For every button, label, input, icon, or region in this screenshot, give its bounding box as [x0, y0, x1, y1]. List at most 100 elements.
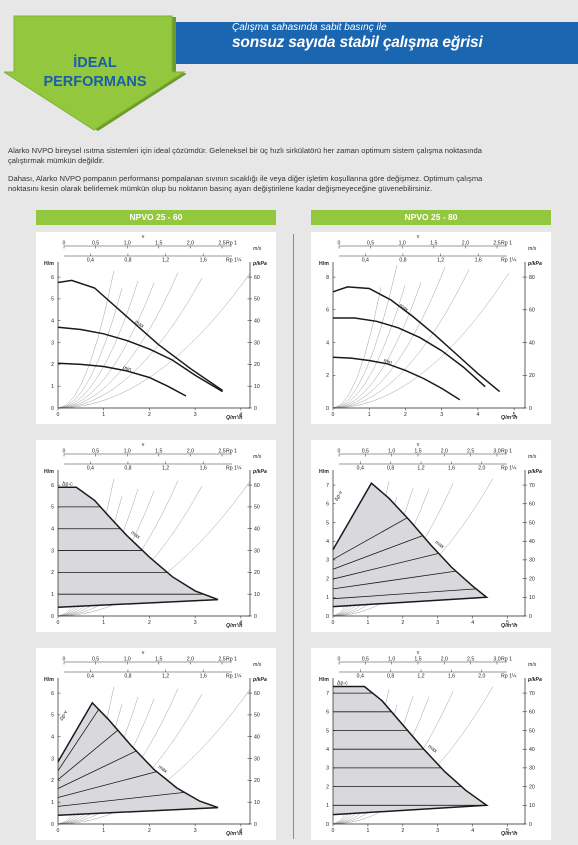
v2-tick-label: 1,6 — [200, 674, 207, 680]
arrow-line-1: İDEAL — [73, 55, 117, 71]
y2-label: p/kPa — [252, 469, 267, 475]
y-tick-label: 5 — [326, 728, 329, 734]
rp-top-label: Rp 1 — [226, 449, 237, 455]
v2-tick-label: 1,2 — [162, 674, 169, 680]
system-curve — [57, 273, 251, 409]
curve-label-max: max — [398, 303, 410, 314]
v2-tick-label: 0,4 — [357, 674, 364, 680]
pressure-level-line — [332, 570, 456, 590]
x-label: Q/m³/h — [226, 623, 242, 629]
v-unit: m/s — [253, 246, 262, 252]
system-curve — [332, 269, 470, 409]
curve-label-min: min — [383, 358, 393, 366]
system-curve — [57, 278, 203, 409]
x-tick-label: 4 — [471, 620, 474, 626]
curve-label-max: max — [129, 530, 141, 541]
envelope-curve — [332, 685, 489, 816]
envelope-curve — [57, 701, 219, 817]
y-tick-label: 6 — [326, 710, 329, 716]
y2-tick-label: 60 — [529, 308, 535, 314]
x-tick-label: 4 — [476, 412, 479, 418]
v-tick-label: 2,0 — [441, 657, 448, 663]
y-tick-label: 7 — [326, 483, 329, 489]
y-tick-label: 0 — [326, 822, 329, 828]
v-tick-label: 1,5 — [155, 449, 162, 455]
y2-tick-label: 60 — [254, 483, 260, 489]
v-tick-label: 1,0 — [124, 449, 131, 455]
column-header-25-60: NPVO 25 - 60 — [36, 210, 276, 225]
system-curve — [332, 287, 382, 409]
y2-tick-label: 20 — [529, 373, 535, 379]
v-tick-label: 0,5 — [362, 657, 369, 663]
x-tick-label: 2 — [148, 620, 151, 626]
y-tick-label: 2 — [51, 362, 54, 368]
banner-title: sonsuz sayıda stabil çalışma eğrisi — [232, 34, 483, 51]
v-unit: m/s — [528, 662, 537, 668]
v2-tick-label: 1,2 — [417, 466, 424, 472]
v-tick-label: 0,5 — [367, 241, 374, 247]
y2-tick-label: 0 — [529, 822, 532, 828]
v-tick-label: 2,5 — [218, 449, 225, 455]
x-tick-label: 0 — [332, 620, 335, 626]
column-header-25-80: NPVO 25 - 80 — [311, 210, 551, 225]
x-tick-label: 3 — [194, 620, 197, 626]
x-tick-label: 4 — [471, 828, 474, 834]
y2-tick-label: 20 — [529, 784, 535, 790]
v2-tick-label: 1,2 — [162, 466, 169, 472]
mode-label: Δp-c — [337, 681, 348, 687]
v-tick-label: 1,5 — [414, 657, 421, 663]
rp-top-label: Rp 1 — [226, 241, 237, 247]
system-curve — [332, 282, 422, 409]
v-unit: m/s — [528, 454, 537, 460]
y2-tick-label: 20 — [254, 362, 260, 368]
y-tick-label: 1 — [51, 384, 54, 390]
v-tick-label: 1,5 — [414, 449, 421, 455]
x-tick-label: 3 — [436, 828, 439, 834]
y-tick-label: 7 — [326, 691, 329, 697]
v-label: v — [142, 234, 145, 240]
rp-label: Rp 1¼ — [226, 258, 242, 264]
v-tick-label: 0 — [63, 449, 66, 455]
y-tick-label: 2 — [326, 576, 329, 582]
y-label: H/m — [319, 469, 329, 475]
v2-tick-label: 1,2 — [437, 258, 444, 264]
v-label: v — [142, 442, 145, 448]
v-label: v — [417, 234, 420, 240]
v2-tick-label: 0,8 — [124, 466, 131, 472]
v-unit: m/s — [528, 246, 537, 252]
y-tick-label: 0 — [51, 614, 54, 620]
system-curve — [57, 288, 123, 409]
y2-label: p/kPa — [252, 261, 267, 267]
v2-tick-label: 0,4 — [87, 466, 94, 472]
speed-curve-2 — [333, 317, 486, 388]
x-tick-label: 3 — [194, 412, 197, 418]
x-tick-label: 5 — [513, 412, 516, 418]
chart-25-60-speed: 0 0,5 1,0 1,5 2,0 2,5 0,4 0,8 1,2 1,6 v Rp 1 m/s Rp 1… — [44, 234, 267, 421]
y2-tick-label: 70 — [529, 691, 535, 697]
curve-label-max: max — [434, 540, 446, 551]
speed-curve-3 — [332, 356, 461, 401]
y-label: H/m — [44, 677, 54, 683]
y-tick-label: 4 — [326, 747, 329, 753]
y-tick-label: 0 — [51, 822, 54, 828]
y2-tick-label: 60 — [529, 502, 535, 508]
system-curve — [332, 264, 398, 409]
system-curve — [332, 272, 510, 409]
chart-panel-1: 0 0,5 1,0 1,5 2,0 2,5 0,4 0,8 1,2 1,6 v Rp 1 m/s Rp 1… — [36, 232, 276, 424]
v-tick-label: 0 — [63, 241, 66, 247]
v-tick-label: 1,5 — [155, 657, 162, 663]
pressure-level-line — [332, 517, 408, 560]
y-tick-label: 3 — [51, 548, 54, 554]
v-tick-label: 1,0 — [124, 657, 131, 663]
x-tick-label: 3 — [436, 620, 439, 626]
pressure-level-line — [57, 729, 119, 780]
pressure-level-line — [57, 771, 157, 798]
envelope-curve — [332, 482, 489, 608]
v-tick-label: 2,0 — [441, 449, 448, 455]
y-tick-label: 6 — [51, 483, 54, 489]
v-tick-label: 2,0 — [187, 241, 194, 247]
y2-tick-label: 20 — [529, 576, 535, 582]
speed-curve-2 — [57, 326, 223, 393]
chart-25-60-dpc: 0 0,5 1,0 1,5 2,0 2,5 0,4 0,8 1,2 1,6 v Rp 1 m/s Rp 1… — [44, 442, 267, 629]
y2-tick-label: 50 — [529, 728, 535, 734]
